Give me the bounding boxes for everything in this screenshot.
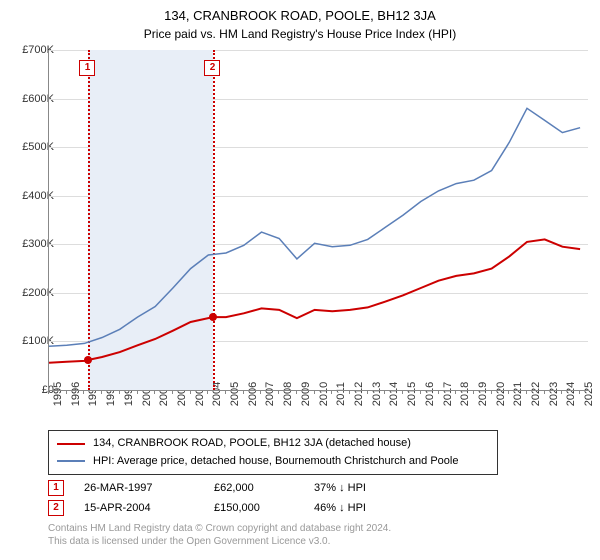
- legend-label: 134, CRANBROOK ROAD, POOLE, BH12 3JA (de…: [93, 435, 411, 453]
- sale-dot: [84, 356, 92, 364]
- sale-row: 1 26-MAR-1997 £62,000 37% ↓ HPI: [48, 478, 394, 498]
- legend: 134, CRANBROOK ROAD, POOLE, BH12 3JA (de…: [48, 430, 498, 475]
- footer-attribution: Contains HM Land Registry data © Crown c…: [48, 522, 391, 548]
- sale-price: £62,000: [214, 482, 294, 494]
- sale-price: £150,000: [214, 502, 294, 514]
- sale-dot: [209, 313, 217, 321]
- sale-delta: 46% ↓ HPI: [314, 502, 394, 514]
- sale-row: 2 15-APR-2004 £150,000 46% ↓ HPI: [48, 498, 394, 518]
- footer-line: This data is licensed under the Open Gov…: [48, 535, 391, 548]
- legend-swatch: [57, 443, 85, 445]
- sales-table: 1 26-MAR-1997 £62,000 37% ↓ HPI 2 15-APR-2004…: [48, 478, 394, 518]
- legend-swatch: [57, 460, 85, 462]
- plot-area: [48, 50, 589, 391]
- marker-label-box: 1: [79, 60, 95, 76]
- sale-delta: 37% ↓ HPI: [314, 482, 394, 494]
- sale-date: 15-APR-2004: [84, 502, 194, 514]
- legend-row: HPI: Average price, detached house, Bour…: [57, 453, 489, 471]
- line-series: [49, 50, 589, 390]
- chart-container: 134, CRANBROOK ROAD, POOLE, BH12 3JA Pri…: [0, 0, 600, 560]
- footer-line: Contains HM Land Registry data © Crown c…: [48, 522, 391, 535]
- legend-label: HPI: Average price, detached house, Bour…: [93, 453, 458, 471]
- chart-title: 134, CRANBROOK ROAD, POOLE, BH12 3JA: [0, 0, 600, 25]
- sale-index-box: 2: [48, 500, 64, 516]
- marker-label-box: 2: [204, 60, 220, 76]
- sale-index-box: 1: [48, 480, 64, 496]
- sale-date: 26-MAR-1997: [84, 482, 194, 494]
- series-price_paid: [49, 239, 580, 362]
- legend-row: 134, CRANBROOK ROAD, POOLE, BH12 3JA (de…: [57, 435, 489, 453]
- chart-subtitle: Price paid vs. HM Land Registry's House …: [0, 25, 600, 41]
